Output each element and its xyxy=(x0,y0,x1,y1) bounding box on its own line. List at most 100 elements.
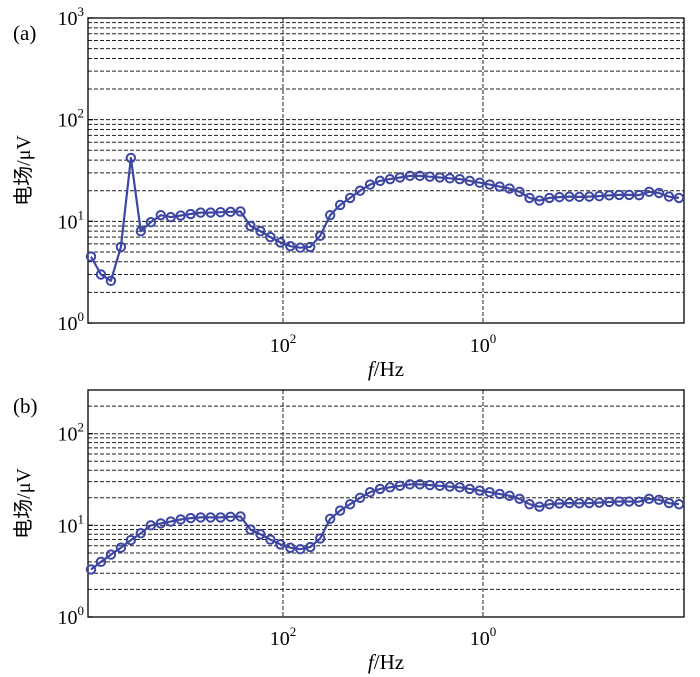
data-point xyxy=(424,171,436,182)
data-point xyxy=(235,511,246,522)
data-point xyxy=(334,199,346,211)
data-point xyxy=(135,225,147,237)
data-point xyxy=(454,173,465,185)
data-point xyxy=(484,179,495,190)
data-point xyxy=(205,512,216,523)
data-point xyxy=(524,499,535,510)
x-tick-label: 102 xyxy=(270,624,297,650)
data-point xyxy=(315,230,326,242)
data-point xyxy=(564,191,575,202)
data-point xyxy=(653,494,665,506)
data-point xyxy=(155,518,166,529)
data-point xyxy=(85,251,97,262)
data-point xyxy=(404,170,416,182)
data-point xyxy=(235,206,246,217)
data-point xyxy=(514,493,525,504)
y-axis-title: 电场/μV xyxy=(12,468,35,539)
data-point xyxy=(165,516,176,527)
data-point xyxy=(633,189,645,201)
data-point xyxy=(275,237,286,248)
data-point xyxy=(544,192,555,204)
data-point xyxy=(643,493,655,504)
data-point xyxy=(205,207,216,218)
data-point xyxy=(623,189,635,201)
data-point xyxy=(623,496,635,507)
y-tick-label: 100 xyxy=(58,603,85,629)
data-point xyxy=(454,482,465,493)
data-point xyxy=(105,549,117,560)
y-axis-title: 电场/μV xyxy=(12,135,35,206)
data-point xyxy=(344,192,356,204)
data-point xyxy=(175,210,186,221)
data-point xyxy=(484,487,495,498)
data-point xyxy=(125,152,137,164)
data-point xyxy=(185,512,196,524)
data-point xyxy=(95,269,107,280)
data-point xyxy=(394,172,406,183)
data-point xyxy=(215,512,226,523)
data-point xyxy=(594,497,605,508)
data-point xyxy=(604,190,615,201)
data-point xyxy=(534,195,545,206)
data-point xyxy=(324,209,336,221)
data-point xyxy=(404,479,416,490)
data-point xyxy=(444,173,455,184)
data-point xyxy=(265,231,276,243)
data-point xyxy=(195,512,206,523)
data-point xyxy=(594,190,605,202)
data-point xyxy=(115,241,127,253)
data-point xyxy=(384,173,396,185)
data-point xyxy=(504,183,515,194)
data-point xyxy=(564,497,575,509)
data-point xyxy=(394,480,406,492)
data-point xyxy=(663,497,675,509)
data-point xyxy=(464,175,475,187)
data-point xyxy=(534,501,545,512)
data-point xyxy=(185,208,196,220)
data-point xyxy=(255,529,266,540)
data-point xyxy=(95,556,107,568)
data-point xyxy=(305,241,316,253)
x-tick-label: 102 xyxy=(270,331,297,357)
data-point xyxy=(374,483,386,495)
data-point xyxy=(175,514,186,525)
y-tick-label: 103 xyxy=(58,4,85,30)
data-point xyxy=(673,499,685,510)
chart-panel: 100 101 102 102 100 (b) 电场/μV f/Hz xyxy=(12,389,685,674)
x-axis-title: f/Hz xyxy=(368,650,404,674)
data-point xyxy=(285,240,296,252)
data-point xyxy=(334,505,346,516)
y-tick-label: 101 xyxy=(58,511,85,537)
data-point xyxy=(354,492,366,503)
y-tick-label: 100 xyxy=(58,309,85,335)
plot-frame xyxy=(87,17,685,324)
data-point xyxy=(444,481,455,492)
data-point xyxy=(514,186,525,198)
data-point xyxy=(364,179,376,190)
data-point xyxy=(673,192,685,204)
data-point xyxy=(643,186,655,198)
data-point xyxy=(554,191,565,203)
data-point xyxy=(604,496,615,508)
data-point xyxy=(215,206,226,218)
data-point xyxy=(265,534,276,545)
x-tick-label: 100 xyxy=(470,331,497,357)
data-point xyxy=(424,479,436,491)
chart-panel: 100 101 102 103 102 100 (a) 电场/μV f/Hz xyxy=(12,4,685,381)
data-point xyxy=(135,528,147,539)
data-point xyxy=(374,175,386,187)
data-point xyxy=(344,499,356,510)
data-point xyxy=(305,541,316,553)
data-point xyxy=(434,172,446,183)
data-point xyxy=(414,479,426,490)
panel-label: (b) xyxy=(13,394,38,418)
data-point xyxy=(145,217,156,228)
data-point xyxy=(364,487,376,498)
data-point xyxy=(125,534,137,546)
data-point xyxy=(494,488,505,500)
data-point xyxy=(165,211,176,223)
data-point xyxy=(115,542,127,553)
series-line xyxy=(90,483,680,571)
data-point xyxy=(574,498,585,509)
